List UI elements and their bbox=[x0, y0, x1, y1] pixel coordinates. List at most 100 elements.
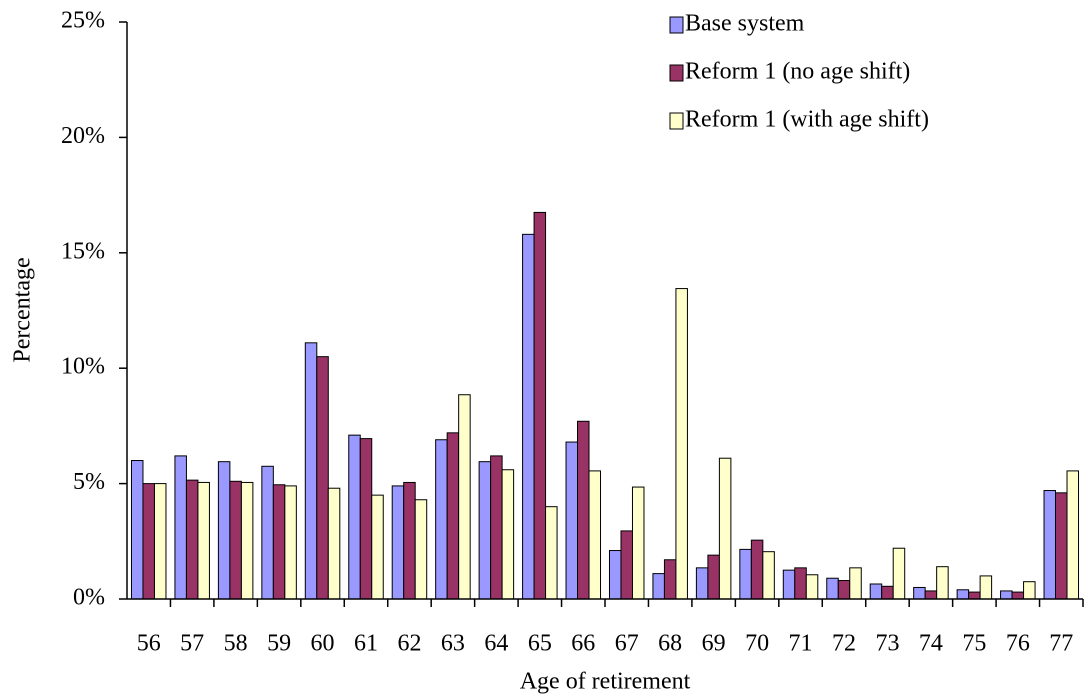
bar bbox=[1023, 581, 1036, 600]
bar bbox=[414, 499, 428, 600]
x-tick-label: 68 bbox=[658, 631, 682, 657]
bar bbox=[869, 583, 883, 600]
x-tick-label: 62 bbox=[397, 631, 421, 657]
bar bbox=[478, 461, 492, 600]
x-tick-label: 67 bbox=[615, 631, 639, 657]
bar bbox=[185, 479, 199, 600]
bar bbox=[762, 551, 775, 600]
bar bbox=[805, 574, 819, 600]
y-tick-label: 10% bbox=[61, 354, 105, 380]
bar bbox=[142, 483, 155, 600]
bar bbox=[545, 506, 558, 600]
x-tick-label: 66 bbox=[571, 631, 595, 657]
x-tick-label: 69 bbox=[702, 631, 726, 657]
bar bbox=[533, 211, 547, 600]
bar bbox=[197, 481, 210, 600]
x-tick-label: 76 bbox=[1006, 631, 1030, 657]
y-axis-title: Percentage bbox=[10, 257, 36, 362]
bar bbox=[849, 567, 862, 600]
legend-label: Reform 1 (no age shift) bbox=[685, 59, 910, 85]
x-tick-label: 74 bbox=[919, 631, 943, 657]
bar bbox=[371, 494, 384, 600]
bar bbox=[979, 575, 993, 600]
bar bbox=[588, 470, 602, 600]
bar bbox=[229, 480, 242, 600]
x-tick-label: 72 bbox=[832, 631, 856, 657]
x-axis-title: Age of retirement bbox=[520, 669, 691, 695]
bar bbox=[1066, 470, 1080, 600]
bar bbox=[956, 589, 970, 600]
legend-label: Base system bbox=[685, 11, 805, 37]
bar bbox=[403, 481, 416, 600]
bar bbox=[1055, 492, 1068, 600]
bar bbox=[794, 567, 807, 600]
bar bbox=[261, 465, 274, 600]
bar bbox=[782, 569, 796, 600]
y-tick-label: 15% bbox=[61, 238, 105, 264]
x-tick-label: 63 bbox=[441, 631, 465, 657]
x-tick-label: 58 bbox=[224, 631, 248, 657]
bar bbox=[837, 580, 851, 600]
bar bbox=[826, 577, 839, 600]
bar bbox=[1043, 490, 1057, 600]
bar bbox=[718, 457, 732, 600]
bar bbox=[446, 432, 460, 600]
bar bbox=[881, 585, 894, 600]
bar bbox=[620, 530, 633, 600]
bar bbox=[391, 485, 405, 600]
legend-label: Reform 1 (with age shift) bbox=[685, 107, 929, 133]
bar bbox=[304, 342, 318, 600]
legend-swatch bbox=[669, 64, 684, 82]
bar bbox=[739, 548, 752, 600]
x-tick-label: 75 bbox=[962, 631, 986, 657]
x-tick-label: 73 bbox=[875, 631, 899, 657]
legend-swatch bbox=[669, 112, 684, 130]
bar bbox=[631, 486, 645, 600]
bar bbox=[1000, 590, 1013, 600]
bar bbox=[750, 539, 764, 600]
x-tick-label: 64 bbox=[484, 631, 508, 657]
bar bbox=[924, 590, 938, 600]
bar bbox=[501, 469, 515, 600]
bar bbox=[153, 483, 167, 600]
bar bbox=[272, 484, 286, 600]
x-tick-label: 57 bbox=[180, 631, 204, 657]
bar bbox=[565, 441, 579, 600]
legend-swatch bbox=[669, 16, 684, 34]
y-tick-label: 0% bbox=[73, 585, 105, 611]
bar bbox=[608, 550, 622, 600]
bar bbox=[240, 481, 254, 600]
bar bbox=[577, 420, 590, 600]
y-tick-label: 20% bbox=[61, 123, 105, 149]
bar bbox=[1011, 591, 1025, 600]
x-tick-label: 59 bbox=[267, 631, 291, 657]
bar bbox=[663, 559, 677, 600]
bar bbox=[892, 547, 906, 600]
x-tick-label: 71 bbox=[789, 631, 813, 657]
bar bbox=[968, 591, 981, 600]
bar bbox=[458, 394, 471, 600]
y-tick-label: 5% bbox=[73, 469, 105, 495]
y-tick-label: 25% bbox=[61, 8, 105, 34]
bar bbox=[522, 233, 535, 600]
bar bbox=[435, 439, 448, 600]
x-tick-label: 60 bbox=[311, 631, 335, 657]
x-tick-label: 56 bbox=[137, 631, 161, 657]
bar bbox=[490, 455, 503, 600]
bar bbox=[130, 460, 144, 600]
x-tick-label: 70 bbox=[745, 631, 769, 657]
bar bbox=[327, 487, 341, 600]
bar bbox=[695, 567, 709, 600]
x-tick-label: 77 bbox=[1049, 631, 1073, 657]
bar bbox=[913, 586, 926, 600]
x-tick-label: 65 bbox=[528, 631, 552, 657]
bar bbox=[174, 455, 187, 600]
bar bbox=[936, 566, 949, 600]
bar bbox=[652, 573, 665, 600]
bar bbox=[348, 434, 361, 600]
bar bbox=[359, 438, 373, 600]
bar bbox=[217, 461, 231, 600]
bar bbox=[707, 554, 720, 600]
bar bbox=[284, 485, 297, 600]
